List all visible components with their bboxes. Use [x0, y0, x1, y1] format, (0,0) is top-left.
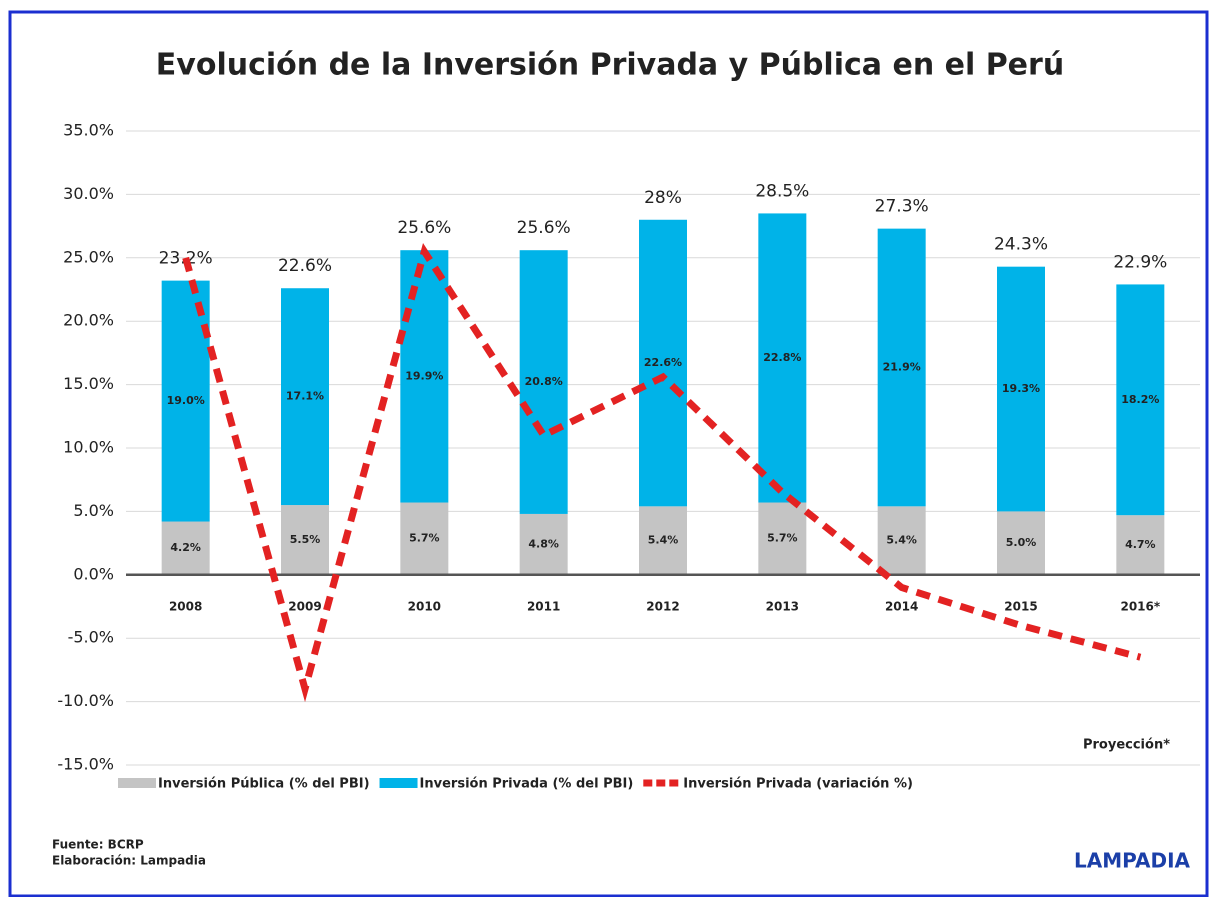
- y-tick-label: 20.0%: [63, 311, 114, 330]
- bar: [400, 250, 449, 503]
- bar: [281, 288, 329, 506]
- y-tick-label: 15.0%: [63, 374, 114, 393]
- x-tick-label: 2014: [885, 599, 918, 613]
- legend-label: Inversión Privada (variación %): [683, 777, 913, 792]
- source: Fuente: BCRP: [52, 838, 144, 852]
- line: [182, 242, 1142, 703]
- bar: [758, 213, 807, 503]
- note: Proyección*: [1083, 738, 1170, 753]
- value-label: 4.2%: [170, 541, 201, 554]
- value-label: 4.7%: [1125, 538, 1156, 551]
- y-tick-label: -5.0%: [68, 628, 114, 647]
- value-label: 19.0%: [167, 394, 205, 407]
- value-label: 22.6%: [644, 356, 682, 369]
- bar: [281, 505, 329, 575]
- total-label: 27.3%: [875, 197, 929, 217]
- x-tick-label: 2009: [288, 599, 321, 613]
- y-tick-label: -15.0%: [57, 755, 114, 774]
- bar: [519, 250, 568, 514]
- value-label: 20.8%: [525, 375, 563, 388]
- legend-label: Inversión Pública (% del PBI): [158, 777, 370, 792]
- y-tick-label: -10.0%: [57, 691, 114, 710]
- bar: [997, 266, 1045, 512]
- total-label: 22.9%: [1113, 252, 1167, 272]
- x-tick-label: 2011: [527, 599, 560, 613]
- total-label: 25.6%: [397, 218, 451, 238]
- legend-label: Inversión Privada (% del PBI): [420, 777, 634, 792]
- total-label: 28.5%: [755, 181, 809, 201]
- y-tick-label: 35.0%: [63, 121, 114, 140]
- bar: [1116, 515, 1165, 575]
- value-label: 18.2%: [1121, 393, 1159, 406]
- value-label: 22.8%: [763, 351, 801, 364]
- value-label: 19.3%: [1002, 382, 1040, 395]
- x-tick-label: 2015: [1004, 599, 1037, 613]
- value-label: 5.5%: [290, 533, 321, 546]
- y-tick-label: 5.0%: [73, 501, 114, 520]
- total-label: 22.6%: [278, 256, 332, 276]
- bar: [639, 506, 687, 575]
- value-label: 17.1%: [286, 390, 324, 403]
- bar: [877, 506, 926, 575]
- x-tick-label: 2012: [646, 599, 679, 613]
- x-tick-label: 2010: [408, 599, 441, 613]
- y-tick-label: 0.0%: [73, 564, 114, 583]
- bar: [877, 228, 926, 507]
- legend-swatch: [118, 778, 156, 788]
- bar: [161, 521, 210, 575]
- total-label: 25.6%: [517, 218, 571, 238]
- x-tick-label: 2016*: [1120, 599, 1160, 613]
- value-label: 21.9%: [883, 360, 921, 373]
- bar: [758, 502, 807, 575]
- bar: [161, 280, 210, 522]
- value-label: 5.7%: [767, 532, 798, 545]
- bar: [400, 502, 449, 575]
- bar: [997, 511, 1045, 575]
- value-label: 4.8%: [528, 537, 559, 550]
- total-label: 24.3%: [994, 235, 1048, 255]
- value-label: 5.7%: [409, 532, 440, 545]
- y-tick-label: 10.0%: [63, 438, 114, 457]
- x-tick-label: 2008: [169, 599, 202, 613]
- bar: [1116, 284, 1165, 516]
- y-tick-label: 30.0%: [63, 184, 114, 203]
- value-label: 5.4%: [648, 534, 679, 547]
- y-tick-label: 25.0%: [63, 247, 114, 266]
- value-label: 19.9%: [405, 369, 443, 382]
- value-label: 5.0%: [1006, 536, 1037, 549]
- bar: [639, 219, 687, 507]
- chart-title: Evolución de la Inversión Privada y Públ…: [156, 48, 1064, 83]
- value-label: 5.4%: [886, 534, 917, 547]
- logo: LAMPADIA: [1074, 849, 1190, 873]
- legend-swatch: [379, 778, 418, 788]
- credit: Elaboración: Lampadia: [52, 854, 206, 868]
- x-tick-label: 2013: [766, 599, 799, 613]
- bar: [519, 513, 568, 575]
- total-label: 28%: [644, 188, 682, 208]
